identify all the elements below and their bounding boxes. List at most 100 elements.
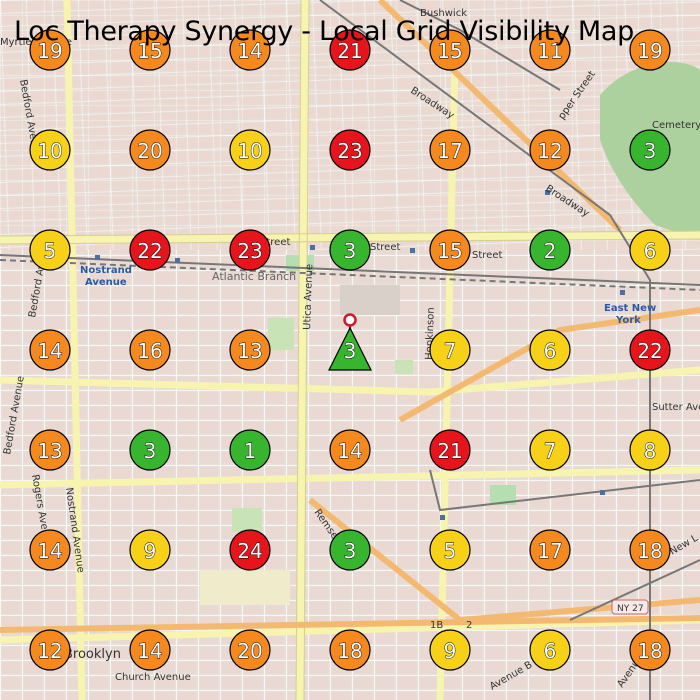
rank-value: 11 xyxy=(537,39,562,63)
grid-marker[interactable]: 22 xyxy=(629,329,671,371)
rank-circle xyxy=(129,629,171,671)
grid-marker[interactable]: 14 xyxy=(229,29,271,71)
rank-value: 21 xyxy=(437,439,462,463)
grid-marker[interactable]: 5 xyxy=(429,529,471,571)
grid-marker[interactable]: 10 xyxy=(29,129,71,171)
grid-marker[interactable]: 8 xyxy=(629,429,671,471)
grid-marker[interactable]: 15 xyxy=(429,29,471,71)
rank-value: 16 xyxy=(137,339,162,363)
grid-marker[interactable]: 23 xyxy=(229,229,271,271)
grid-marker[interactable]: 5 xyxy=(29,229,71,271)
grid-marker[interactable]: 9 xyxy=(129,529,171,571)
rank-circle xyxy=(329,29,371,71)
grid-marker[interactable]: 19 xyxy=(29,29,71,71)
grid-marker[interactable]: 12 xyxy=(529,129,571,171)
rank-value: 5 xyxy=(44,239,57,263)
grid-marker[interactable]: 11 xyxy=(529,29,571,71)
rank-value: 1 xyxy=(244,439,257,463)
grid-marker[interactable]: 3 xyxy=(328,313,372,371)
grid-marker[interactable]: 18 xyxy=(629,529,671,571)
rank-circle xyxy=(629,629,671,671)
park-4 xyxy=(490,485,516,505)
rank-value: 22 xyxy=(637,339,662,363)
grid-marker[interactable]: 14 xyxy=(29,329,71,371)
grid-marker[interactable]: 16 xyxy=(129,329,171,371)
rank-value: 19 xyxy=(637,39,662,63)
grid-marker[interactable]: 3 xyxy=(129,429,171,471)
label-atlantic-branch: Atlantic Branch xyxy=(212,270,296,283)
rank-value: 5 xyxy=(444,539,457,563)
grid-marker[interactable]: 14 xyxy=(29,529,71,571)
grid-marker[interactable]: 14 xyxy=(129,629,171,671)
grid-marker[interactable]: 13 xyxy=(29,429,71,471)
label-cemetery: Cemetery xyxy=(652,120,700,131)
grid-marker[interactable]: 15 xyxy=(129,29,171,71)
rank-circle xyxy=(29,529,71,571)
label-bushwick: Bushwick xyxy=(420,8,467,19)
rank-circle xyxy=(629,529,671,571)
grid-marker[interactable]: 2 xyxy=(529,229,571,271)
label-brooklyn: Brooklyn xyxy=(64,647,121,662)
rank-value: 6 xyxy=(544,639,557,663)
rank-value: 14 xyxy=(37,339,62,363)
grid-marker[interactable]: 7 xyxy=(529,429,571,471)
rank-value: 15 xyxy=(137,39,162,63)
rank-value: 14 xyxy=(337,439,362,463)
grid-marker[interactable]: 17 xyxy=(429,129,471,171)
label-sutter-ave: Sutter Avenue xyxy=(652,402,700,413)
grid-marker[interactable]: 12 xyxy=(29,629,71,671)
grid-marker[interactable]: 3 xyxy=(329,529,371,571)
rank-value: 2 xyxy=(544,239,557,263)
grid-marker[interactable]: 18 xyxy=(629,629,671,671)
grid-marker[interactable]: 7 xyxy=(429,329,471,371)
grid-marker[interactable]: 23 xyxy=(329,129,371,171)
grid-marker[interactable]: 19 xyxy=(629,29,671,71)
rank-circle xyxy=(229,629,271,671)
grid-marker[interactable]: 22 xyxy=(129,229,171,271)
grid-marker[interactable]: 9 xyxy=(429,629,471,671)
rank-value: 14 xyxy=(37,539,62,563)
grid-marker[interactable]: 10 xyxy=(229,129,271,171)
rank-circle xyxy=(429,129,471,171)
label-east-new-2: York xyxy=(615,315,641,326)
grid-marker[interactable]: 24 xyxy=(229,529,271,571)
location-pin-icon xyxy=(343,313,357,327)
grid-marker[interactable]: 15 xyxy=(429,229,471,271)
rank-circle xyxy=(629,329,671,371)
rank-value: 24 xyxy=(237,539,262,563)
rank-circle xyxy=(529,29,571,71)
rank-value: 12 xyxy=(537,139,562,163)
rank-value: 3 xyxy=(344,239,357,263)
rank-circle xyxy=(29,229,71,271)
rank-circle xyxy=(229,529,271,571)
grid-marker[interactable]: 21 xyxy=(429,429,471,471)
grid-marker[interactable]: 18 xyxy=(329,629,371,671)
rank-circle xyxy=(529,529,571,571)
grid-marker[interactable]: 6 xyxy=(629,229,671,271)
rank-circle xyxy=(329,529,371,571)
grid-marker[interactable]: 17 xyxy=(529,529,571,571)
grid-marker[interactable]: 14 xyxy=(329,429,371,471)
grid-marker[interactable]: 3 xyxy=(329,229,371,271)
grid-marker[interactable]: 20 xyxy=(229,629,271,671)
rank-circle xyxy=(29,329,71,371)
rank-circle xyxy=(29,629,71,671)
rank-value: 12 xyxy=(37,639,62,663)
grid-marker[interactable]: 1 xyxy=(229,429,271,471)
grid-marker[interactable]: 21 xyxy=(329,29,371,71)
grid-marker[interactable]: 13 xyxy=(229,329,271,371)
rank-circle xyxy=(329,429,371,471)
rank-circle xyxy=(429,329,471,371)
rank-circle xyxy=(129,429,171,471)
rank-circle xyxy=(429,629,471,671)
rank-value: 18 xyxy=(637,639,662,663)
rank-circle xyxy=(629,29,671,71)
grid-marker[interactable]: 3 xyxy=(629,129,671,171)
park-2 xyxy=(232,508,262,532)
grid-marker[interactable]: 6 xyxy=(529,629,571,671)
label-utica-ave: Utica Avenue xyxy=(302,264,315,330)
grid-marker[interactable]: 20 xyxy=(129,129,171,171)
rank-circle xyxy=(129,29,171,71)
grid-marker[interactable]: 6 xyxy=(529,329,571,371)
